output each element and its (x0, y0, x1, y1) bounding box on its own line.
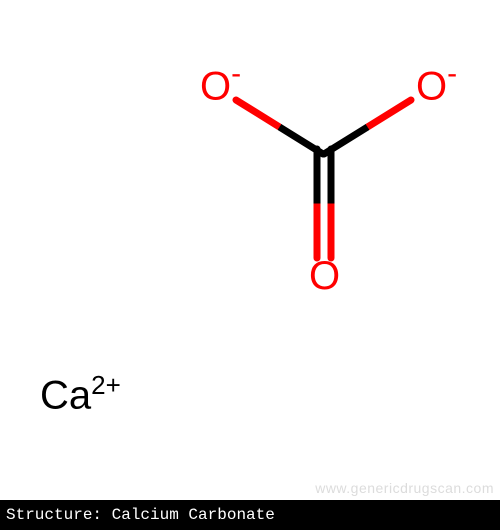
atom-ca-charge: 2+ (91, 370, 121, 400)
atom-o-left-symbol: O (200, 64, 231, 108)
atom-ca-symbol: Ca (40, 373, 91, 417)
atom-o-right: O- (416, 61, 457, 106)
atom-o-down-symbol: O (309, 254, 340, 298)
atom-o-right-charge: - (447, 57, 457, 90)
atom-o-left-charge: - (231, 57, 241, 90)
atom-o-left: O- (200, 61, 241, 106)
caption-bar: Structure: Calcium Carbonate (0, 500, 500, 530)
bond-c-o-right (324, 100, 411, 154)
structure-canvas: O- O- O Ca2+ www.genericdrugscan.com (0, 0, 500, 500)
watermark: www.genericdrugscan.com (315, 480, 494, 496)
atom-o-right-symbol: O (416, 64, 447, 108)
atom-o-down: O (309, 256, 340, 296)
caption-text: Structure: Calcium Carbonate (6, 506, 275, 524)
bond-c-o-left (236, 100, 323, 154)
atom-ca: Ca2+ (40, 372, 121, 415)
